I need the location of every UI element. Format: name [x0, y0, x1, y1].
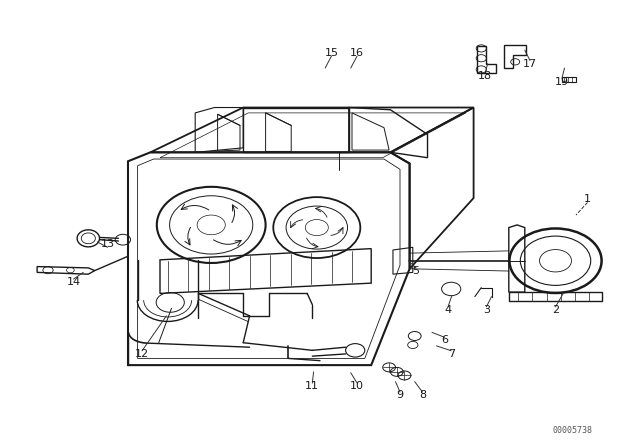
- Text: 6: 6: [442, 336, 448, 345]
- Text: 8: 8: [419, 390, 426, 400]
- Text: 2: 2: [552, 305, 559, 315]
- Text: 19: 19: [555, 77, 569, 86]
- Text: 5: 5: [413, 266, 419, 276]
- Text: 10: 10: [350, 381, 364, 391]
- Text: 3: 3: [483, 305, 490, 315]
- Text: 00005738: 00005738: [553, 426, 593, 435]
- Text: 12: 12: [135, 349, 149, 359]
- Text: 18: 18: [478, 71, 492, 81]
- Text: 1: 1: [584, 194, 591, 204]
- Text: 16: 16: [350, 48, 364, 58]
- Text: 11: 11: [305, 381, 319, 391]
- Text: 4: 4: [444, 305, 452, 315]
- Text: 9: 9: [396, 390, 404, 400]
- Text: 14: 14: [67, 277, 81, 287]
- Text: 13: 13: [100, 239, 115, 249]
- Text: 17: 17: [523, 59, 537, 69]
- Text: 15: 15: [324, 48, 339, 58]
- Text: 7: 7: [447, 349, 455, 359]
